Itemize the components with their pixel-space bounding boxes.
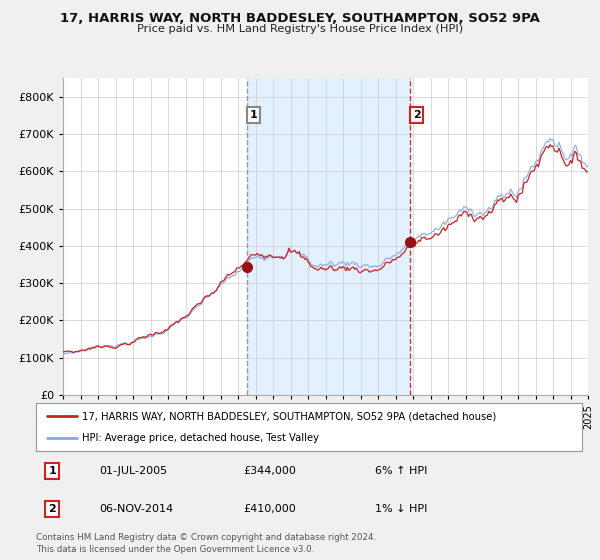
Text: 06-NOV-2014: 06-NOV-2014 <box>99 504 173 514</box>
Text: £410,000: £410,000 <box>244 504 296 514</box>
Text: 01-JUL-2005: 01-JUL-2005 <box>99 466 167 476</box>
Bar <box>247 78 410 395</box>
Text: 2: 2 <box>49 504 56 514</box>
Text: 17, HARRIS WAY, NORTH BADDESLEY, SOUTHAMPTON, SO52 9PA (detached house): 17, HARRIS WAY, NORTH BADDESLEY, SOUTHAM… <box>82 411 497 421</box>
Text: 1% ↓ HPI: 1% ↓ HPI <box>374 504 427 514</box>
Text: Price paid vs. HM Land Registry's House Price Index (HPI): Price paid vs. HM Land Registry's House … <box>137 24 463 34</box>
Text: 17, HARRIS WAY, NORTH BADDESLEY, SOUTHAMPTON, SO52 9PA: 17, HARRIS WAY, NORTH BADDESLEY, SOUTHAM… <box>60 12 540 25</box>
Text: £344,000: £344,000 <box>244 466 296 476</box>
Text: 6% ↑ HPI: 6% ↑ HPI <box>374 466 427 476</box>
Text: 1: 1 <box>49 466 56 476</box>
Text: 1: 1 <box>250 110 257 120</box>
Text: 2: 2 <box>413 110 421 120</box>
Text: Contains HM Land Registry data © Crown copyright and database right 2024.
This d: Contains HM Land Registry data © Crown c… <box>36 533 376 554</box>
Text: HPI: Average price, detached house, Test Valley: HPI: Average price, detached house, Test… <box>82 433 319 443</box>
